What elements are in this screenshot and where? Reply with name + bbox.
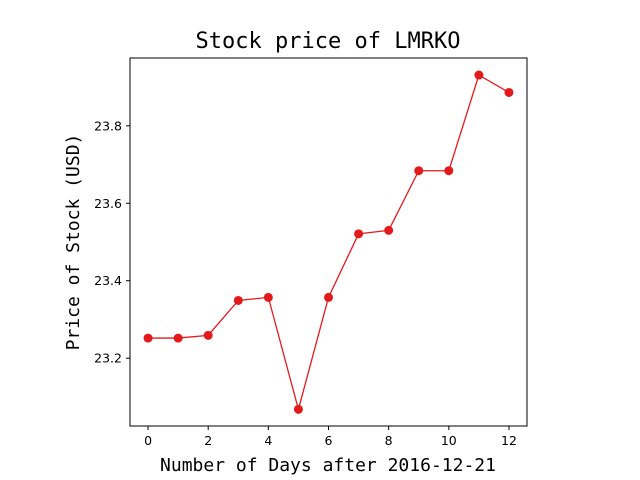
- plot-frame: [129, 57, 528, 427]
- x-tick-label: 10: [441, 433, 457, 448]
- price-line: [148, 74, 510, 412]
- price-point: [414, 166, 424, 176]
- price-point: [474, 70, 484, 80]
- price-point: [324, 292, 333, 302]
- y-tick-label: 23.4: [94, 273, 122, 288]
- chart-title: Stock price of LMRKO: [196, 29, 461, 54]
- x-tick-label: 6: [325, 433, 333, 448]
- price-point: [293, 404, 303, 414]
- price-point: [173, 333, 183, 343]
- price-point: [444, 166, 454, 176]
- y-tick-label: 23.6: [94, 196, 122, 211]
- price-point: [263, 292, 273, 302]
- x-tick-label: 4: [264, 433, 272, 448]
- price-point: [203, 330, 213, 340]
- price-point: [504, 87, 514, 97]
- price-point: [354, 229, 364, 239]
- axis-ticks: 0 2 4 6 8 10 12 23.2 23.4 23.6 23.8: [94, 118, 517, 448]
- x-tick-label: 0: [144, 433, 152, 448]
- price-point: [233, 295, 243, 305]
- x-tick-label: 12: [501, 433, 517, 448]
- series-layer: [143, 70, 514, 414]
- price-point: [143, 333, 153, 343]
- y-tick-label: 23.2: [94, 351, 122, 366]
- price-point: [384, 225, 394, 235]
- x-tick-label: 8: [385, 433, 393, 448]
- y-tick-label: 23.8: [94, 118, 122, 133]
- x-tick-label: 2: [204, 433, 212, 448]
- y-axis-label: Price of Stock (USD): [63, 134, 84, 351]
- x-axis-label: Number of Days after 2016-12-21: [160, 455, 496, 476]
